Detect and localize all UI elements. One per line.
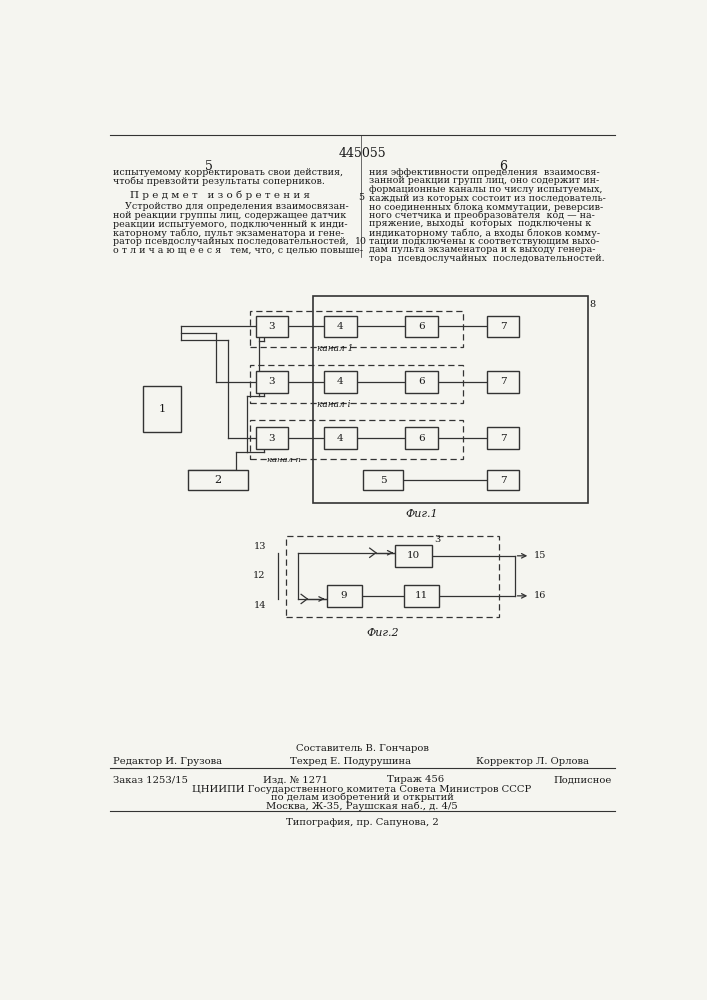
Bar — [250, 365, 464, 403]
Text: о т л и ч а ю щ е е с я   тем, что, с целью повыше-: о т л и ч а ю щ е е с я тем, что, с цель… — [113, 246, 363, 255]
Text: 3: 3 — [269, 434, 275, 443]
Text: испытуемому корректировать свои действия,: испытуемому корректировать свои действия… — [113, 168, 344, 177]
Text: 13: 13 — [254, 542, 267, 551]
Text: Изд. № 1271: Изд. № 1271 — [263, 775, 328, 784]
Text: 14: 14 — [254, 601, 267, 610]
Text: ного счетчика и преобразователя  код — на-: ного счетчика и преобразователя код — на… — [369, 211, 595, 220]
Text: 6: 6 — [499, 160, 507, 173]
Text: ратор псевдослучайных последовательностей,: ратор псевдослучайных последовательносте… — [113, 237, 349, 246]
Bar — [363, 470, 403, 490]
Text: Составитель В. Гончаров: Составитель В. Гончаров — [296, 744, 428, 753]
Text: 7: 7 — [500, 322, 506, 331]
Text: канал i: канал i — [317, 400, 351, 409]
Text: 3: 3 — [269, 322, 275, 331]
Text: Фиг.2: Фиг.2 — [366, 628, 399, 638]
Text: Техред Е. Подурушина: Техред Е. Подурушина — [290, 757, 411, 766]
Text: ЦНИИПИ Государственного комитета Совета Министров СССР: ЦНИИПИ Государственного комитета Совета … — [192, 785, 532, 794]
Text: тации подключены к соответствующим выхо-: тации подключены к соответствующим выхо- — [369, 237, 599, 246]
Text: каждый из которых состоит из последователь-: каждый из которых состоит из последовате… — [369, 194, 606, 203]
Bar — [256, 316, 288, 337]
Text: канал 1: канал 1 — [317, 344, 354, 353]
Text: 10: 10 — [407, 551, 421, 560]
Text: 6: 6 — [419, 434, 425, 443]
Text: Типография, пр. Сапунова, 2: Типография, пр. Сапунова, 2 — [286, 818, 438, 827]
Bar — [486, 316, 519, 337]
Text: 4: 4 — [337, 434, 344, 443]
Text: 1: 1 — [158, 404, 165, 414]
Text: 5: 5 — [358, 193, 364, 202]
Text: 11: 11 — [415, 591, 428, 600]
Text: дам пульта экзаменатора и к выходу генера-: дам пульта экзаменатора и к выходу генер… — [369, 245, 595, 254]
Bar — [286, 536, 499, 617]
Text: тора  псевдослучайных  последовательностей.: тора псевдослучайных последовательностей… — [369, 254, 604, 263]
Text: 8: 8 — [590, 300, 596, 309]
Text: но соединенных блока коммутации, реверсив-: но соединенных блока коммутации, реверси… — [369, 202, 603, 212]
Text: 445055: 445055 — [338, 147, 386, 160]
Bar — [395, 545, 433, 567]
Text: Редактор И. Грузова: Редактор И. Грузова — [113, 757, 222, 766]
Text: 6: 6 — [419, 377, 425, 386]
Text: Корректор Л. Орлова: Корректор Л. Орлова — [476, 757, 589, 766]
Bar — [405, 427, 438, 449]
Bar — [250, 311, 464, 347]
Bar — [486, 470, 519, 490]
Text: 2: 2 — [214, 475, 221, 485]
Text: П р е д м е т   и з о б р е т е н и я: П р е д м е т и з о б р е т е н и я — [130, 191, 310, 200]
Bar — [404, 585, 439, 607]
Text: 3: 3 — [434, 534, 440, 544]
Text: пряжение, выходы  которых  подключены к: пряжение, выходы которых подключены к — [369, 219, 591, 228]
Text: каторному табло, пульт экзаменатора и гене-: каторному табло, пульт экзаменатора и ге… — [113, 228, 344, 238]
Text: Тираж 456: Тираж 456 — [387, 775, 444, 784]
Text: 3: 3 — [269, 377, 275, 386]
Text: 16: 16 — [534, 591, 547, 600]
Text: Москва, Ж-35, Раушская наб., д. 4/5: Москва, Ж-35, Раушская наб., д. 4/5 — [266, 801, 458, 811]
Bar — [327, 585, 361, 607]
Text: 9: 9 — [341, 591, 347, 600]
Text: 7: 7 — [500, 434, 506, 443]
Bar — [405, 371, 438, 393]
Text: Устройство для определения взаимосвязан-: Устройство для определения взаимосвязан- — [113, 202, 349, 211]
Bar — [324, 371, 356, 393]
Text: Фиг.1: Фиг.1 — [405, 509, 438, 519]
Bar — [486, 371, 519, 393]
Text: Подписное: Подписное — [554, 775, 612, 784]
Bar — [313, 296, 588, 503]
Text: 4: 4 — [337, 322, 344, 331]
Text: канал n: канал n — [267, 456, 300, 464]
Bar — [324, 316, 356, 337]
Text: Заказ 1253/15: Заказ 1253/15 — [113, 775, 188, 784]
Text: 12: 12 — [252, 571, 265, 580]
Text: по делам изобретений и открытий: по делам изобретений и открытий — [271, 793, 453, 802]
Text: 5: 5 — [204, 160, 212, 173]
Text: 7: 7 — [500, 377, 506, 386]
Bar — [405, 316, 438, 337]
Bar — [256, 427, 288, 449]
Text: ния эффективности определения  взаимосвя-: ния эффективности определения взаимосвя- — [369, 168, 600, 177]
Bar — [486, 427, 519, 449]
Text: 7: 7 — [500, 476, 506, 485]
Text: 5: 5 — [380, 476, 386, 485]
Text: 15: 15 — [534, 551, 547, 560]
Text: чтобы превзойти результаты соперников.: чтобы превзойти результаты соперников. — [113, 176, 325, 186]
Text: 4: 4 — [337, 377, 344, 386]
Text: 10: 10 — [355, 237, 367, 246]
Bar — [250, 420, 464, 459]
Text: ной реакции группы лиц, содержащее датчик: ной реакции группы лиц, содержащее датчи… — [113, 211, 346, 220]
Bar — [324, 427, 356, 449]
Bar — [144, 386, 180, 432]
Text: занной реакции групп лиц, оно содержит ин-: занной реакции групп лиц, оно содержит и… — [369, 176, 599, 185]
Text: 6: 6 — [419, 322, 425, 331]
Bar — [256, 371, 288, 393]
Text: индикаторному табло, а входы блоков комму-: индикаторному табло, а входы блоков комм… — [369, 228, 600, 238]
Text: формационные каналы по числу испытуемых,: формационные каналы по числу испытуемых, — [369, 185, 602, 194]
Bar — [187, 470, 248, 490]
Text: реакции испытуемого, подключенный к инди-: реакции испытуемого, подключенный к инди… — [113, 220, 348, 229]
